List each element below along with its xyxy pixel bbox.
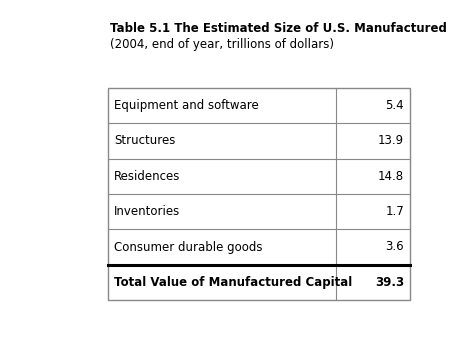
Text: Inventories: Inventories [114, 205, 180, 218]
Text: 13.9: 13.9 [378, 135, 404, 147]
Text: Table 5.1 The Estimated Size of U.S. Manufactured Capital Stock: Table 5.1 The Estimated Size of U.S. Man… [110, 22, 450, 35]
Text: Residences: Residences [114, 170, 180, 183]
Text: (2004, end of year, trillions of dollars): (2004, end of year, trillions of dollars… [110, 38, 334, 51]
Text: Consumer durable goods: Consumer durable goods [114, 241, 262, 254]
Text: Total Value of Manufactured Capital: Total Value of Manufactured Capital [114, 276, 352, 289]
Text: 14.8: 14.8 [378, 170, 404, 183]
Text: 39.3: 39.3 [375, 276, 404, 289]
Bar [108, 88, 410, 300]
Text: 3.6: 3.6 [385, 241, 404, 254]
Text: 5.4: 5.4 [385, 99, 404, 112]
Text: Structures: Structures [114, 135, 176, 147]
Text: Equipment and software: Equipment and software [114, 99, 259, 112]
Text: 1.7: 1.7 [385, 205, 404, 218]
